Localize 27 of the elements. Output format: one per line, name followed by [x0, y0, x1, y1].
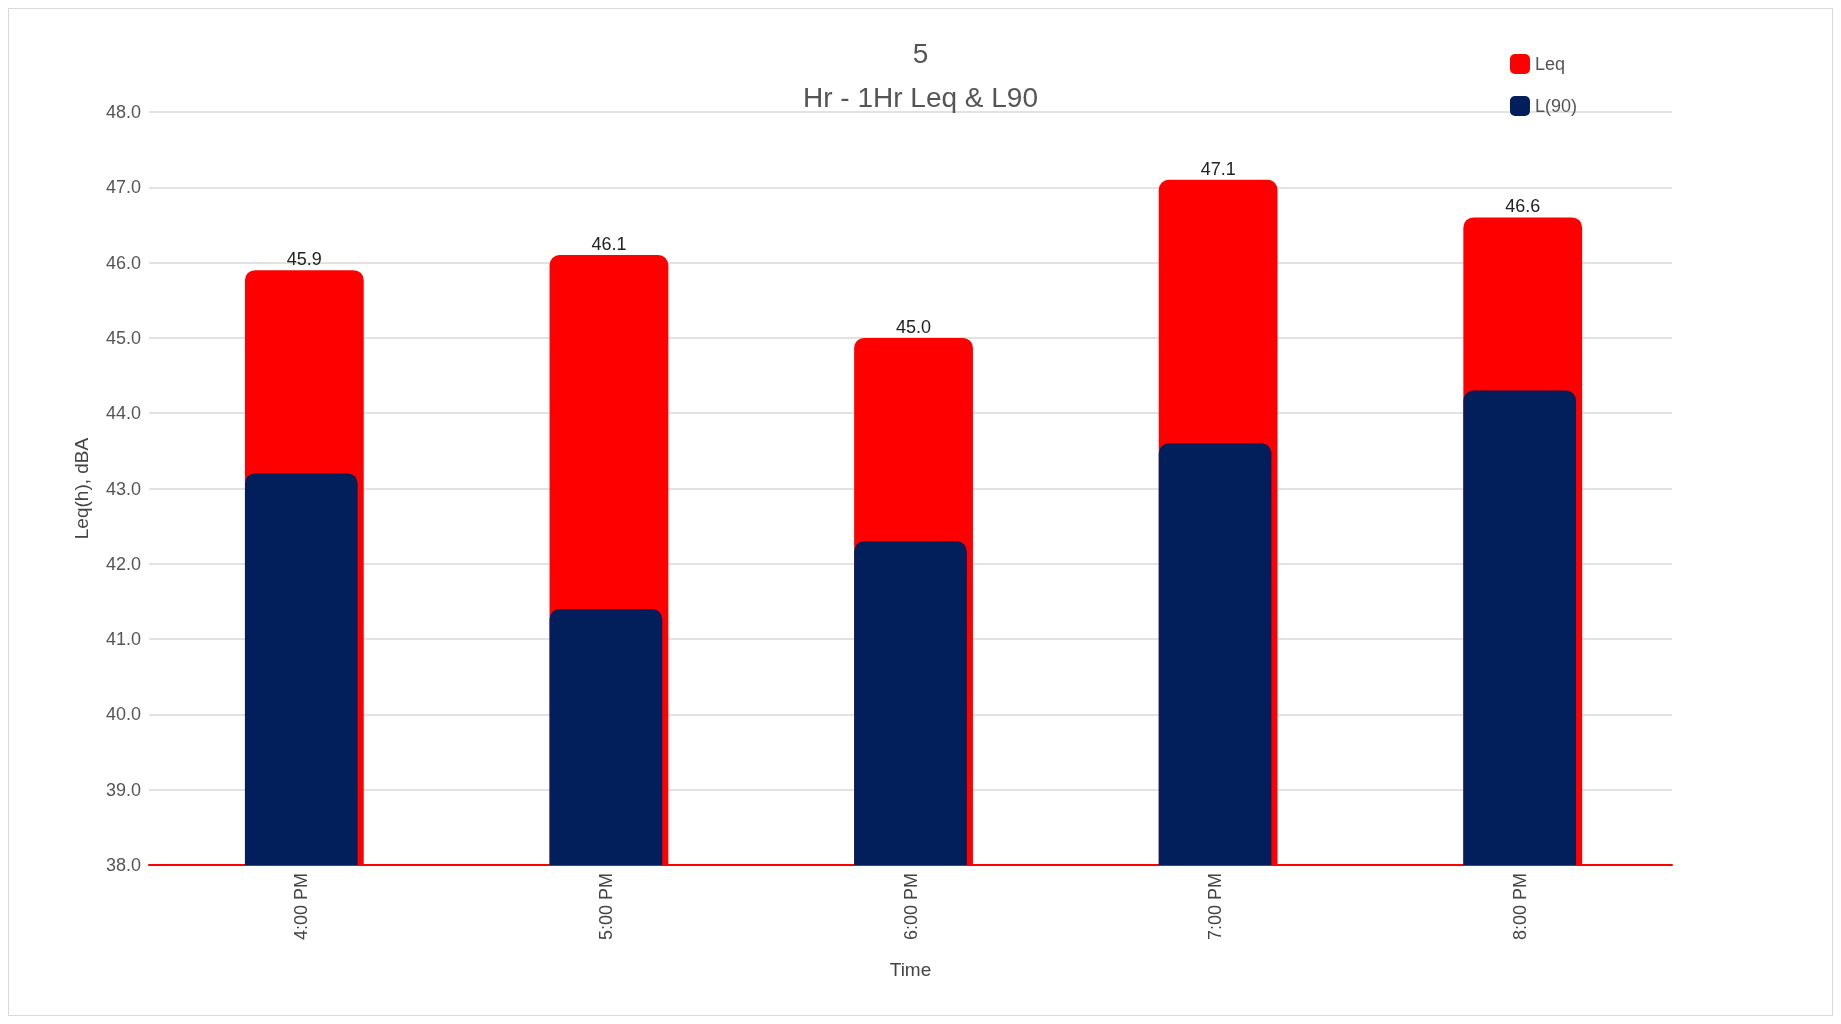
x-tick-label: 5:00 PM	[595, 873, 616, 941]
x-tick-label: 7:00 PM	[1205, 873, 1226, 941]
y-tick-label: 48.0	[105, 102, 141, 122]
chart-title: 5	[912, 37, 929, 69]
y-tick-label: 39.0	[105, 779, 141, 800]
x-axis-title: Time	[889, 959, 932, 980]
y-tick-label: 41.0	[105, 629, 141, 650]
data-label: 46.1	[591, 234, 627, 255]
data-label: 45.0	[896, 316, 932, 337]
y-tick-label: 47.0	[105, 177, 141, 198]
y-tick-label: 44.0	[105, 403, 141, 424]
x-tick-label: 8:00 PM	[1509, 873, 1530, 941]
data-label: 46.6	[1505, 196, 1541, 217]
y-tick-label: 45.0	[105, 327, 141, 348]
y-tick-label: 42.0	[105, 553, 141, 574]
y-tick-label: 43.0	[105, 478, 141, 499]
y-tick-label: 46.0	[105, 252, 141, 273]
legend-label: L(90)	[1534, 96, 1578, 116]
y-tick-label: 38.0	[105, 855, 141, 875]
data-label: 47.1	[1200, 158, 1236, 179]
x-tick-label: 6:00 PM	[900, 873, 921, 941]
y-tick-label: 40.0	[105, 704, 141, 725]
legend-label: Leq	[1534, 54, 1566, 74]
x-tick-label: 4:00 PM	[291, 873, 312, 941]
chart-subtitle: Hr - 1Hr Leq & L90	[803, 81, 1038, 113]
y-axis-title: Leq(h), dBA	[71, 437, 92, 540]
data-label: 45.9	[286, 249, 322, 270]
